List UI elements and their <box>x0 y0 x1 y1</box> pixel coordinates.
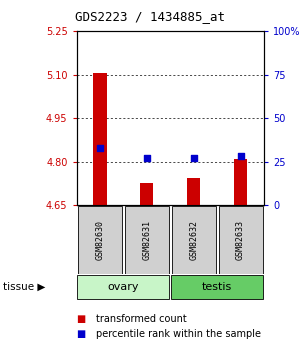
Text: GSM82633: GSM82633 <box>236 220 245 260</box>
Text: tissue ▶: tissue ▶ <box>3 282 45 292</box>
Text: GSM82630: GSM82630 <box>95 220 104 260</box>
Bar <box>187 178 200 205</box>
Bar <box>218 206 262 274</box>
Point <box>238 154 243 159</box>
Point <box>144 156 149 161</box>
Point <box>191 156 196 161</box>
Text: ■: ■ <box>76 329 86 339</box>
Text: ovary: ovary <box>108 282 139 292</box>
Bar <box>234 159 247 205</box>
Text: GSM82631: GSM82631 <box>142 220 151 260</box>
Text: GDS2223 / 1434885_at: GDS2223 / 1434885_at <box>75 10 225 23</box>
Point <box>98 145 102 150</box>
Bar <box>78 206 122 274</box>
Text: testis: testis <box>202 282 232 292</box>
Text: transformed count: transformed count <box>96 314 187 324</box>
Bar <box>172 206 216 274</box>
Text: percentile rank within the sample: percentile rank within the sample <box>96 329 261 339</box>
Bar <box>171 275 263 299</box>
Text: GSM82632: GSM82632 <box>189 220 198 260</box>
Bar <box>140 184 153 205</box>
Bar <box>125 206 169 274</box>
Text: ■: ■ <box>76 314 86 324</box>
Bar <box>77 275 169 299</box>
Bar <box>93 73 106 205</box>
